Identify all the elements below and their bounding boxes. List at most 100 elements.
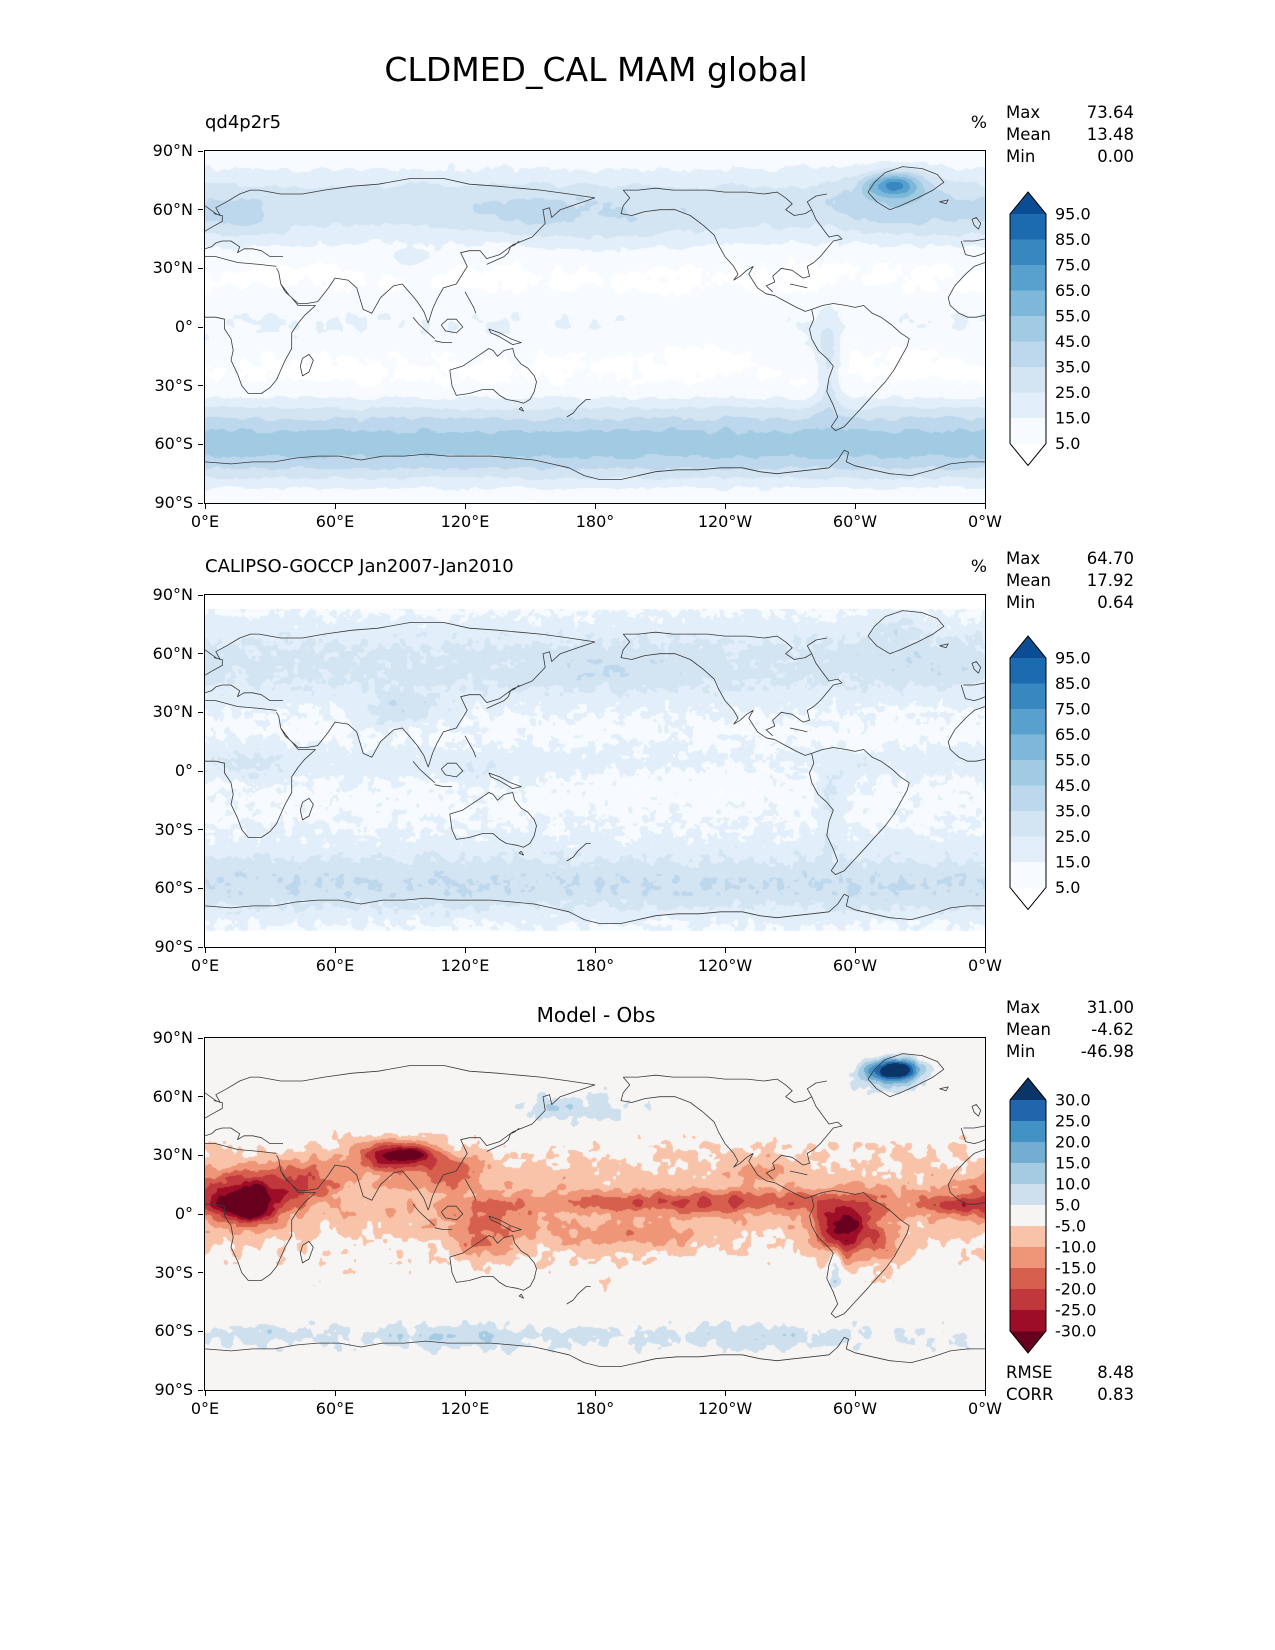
y-axis-tick-label: 60°N (152, 199, 193, 219)
stat-max-value: 31.00 (1086, 998, 1134, 1017)
colorbar-tick-label: 10.0 (1055, 1175, 1091, 1194)
x-axis-tick (334, 1391, 336, 1396)
coastlines-overlay (205, 610, 985, 924)
colorbar-tick-label: 75.0 (1055, 700, 1091, 719)
x-axis-tick-label: 60°W (832, 512, 878, 531)
x-axis-tick-label: 60°W (832, 1399, 878, 1418)
colorbar-tick-label: 55.0 (1055, 751, 1091, 770)
x-axis-tick (464, 1391, 466, 1396)
stat-min-label: Min (1006, 1042, 1036, 1061)
y-axis-tick-label: 30°S (154, 1262, 193, 1282)
y-axis-tick-label: 30°S (154, 375, 193, 395)
x-axis-tick-label: 180° (575, 1399, 615, 1418)
stat-mean-value: -4.62 (1091, 1020, 1134, 1039)
colorbar-tick-label: 85.0 (1055, 674, 1091, 693)
colorbar-segment (1010, 367, 1046, 393)
metric-corr-label: CORR (1006, 1385, 1054, 1404)
y-axis-tick (198, 209, 203, 211)
colorbar-segment (1010, 683, 1046, 710)
metrics-block: RMSE 8.48 CORR 0.83 (1006, 1362, 1134, 1406)
metric-rmse: RMSE 8.48 (1006, 1362, 1134, 1384)
y-axis-tick (198, 1213, 203, 1215)
colorbar-difference: 30.0 25.0 20.0 15.0 10.0 5.0 -5.0 -10.0 -15.0 -20… (1009, 1077, 1096, 1354)
stat-mean: Mean -4.62 (1006, 1019, 1134, 1041)
colorbar-segment (1010, 290, 1046, 317)
colorbar-segment (1010, 1205, 1046, 1227)
stat-min-value: -46.98 (1080, 1042, 1134, 1061)
metric-rmse-value: 8.48 (1097, 1363, 1134, 1382)
colorbar-segment (1010, 1121, 1046, 1143)
x-axis-tick-label: 0°E (190, 1399, 220, 1418)
y-axis-tick (198, 326, 203, 328)
colorbar-tick-label: 55.0 (1055, 307, 1091, 326)
colorbar-segment (1010, 811, 1046, 837)
y-axis-tick (198, 1389, 203, 1391)
x-axis-tick-label: 120°W (697, 956, 753, 975)
coastlines-overlay (205, 1053, 985, 1367)
y-axis-tick-label: 60°S (154, 1321, 193, 1341)
coastline-path (205, 610, 985, 924)
x-axis-tick (464, 948, 466, 953)
stat-mean-label: Mean (1006, 571, 1051, 590)
y-axis-tick-label: 90°S (154, 937, 193, 956)
map-canvas-obs (205, 595, 985, 947)
colorbar-obs: 95.0 85.0 75.0 65.0 55.0 45.0 35.0 25.0 15.0 5.0 (1009, 635, 1091, 911)
y-axis-tick (198, 946, 203, 948)
stat-min: Min -46.98 (1006, 1041, 1134, 1063)
colorbar-tick-label: 15.0 (1055, 409, 1091, 428)
map-canvas-difference (205, 1038, 985, 1390)
x-axis-tick (204, 948, 206, 953)
stat-min: Min 0.64 (1006, 592, 1134, 614)
colorbar-tick-label: 5.0 (1055, 434, 1080, 453)
x-axis-tick (334, 948, 336, 953)
x-axis-tick-label: 60°E (315, 1399, 355, 1418)
colorbar-tick-label: 25.0 (1055, 383, 1091, 402)
stats-block-difference: Max 31.00 Mean -4.62 Min -46.98 (1006, 997, 1134, 1063)
colorbar-extend-bottom (1010, 443, 1046, 466)
x-axis-tick-label: 180° (575, 956, 615, 975)
colorbar-tick-label: 85.0 (1055, 230, 1091, 249)
colorbar-segment (1010, 392, 1046, 419)
stat-min-label: Min (1006, 593, 1036, 612)
colorbar-segment (1010, 214, 1046, 240)
colorbar-tick-label: 75.0 (1055, 256, 1091, 275)
colorbar-segment (1010, 734, 1046, 761)
x-axis-tick-label: 60°W (832, 956, 878, 975)
y-axis-tick (198, 1330, 203, 1332)
x-axis-tick-label: 120°E (440, 1399, 490, 1418)
x-axis-tick (724, 504, 726, 509)
stat-max: Max 31.00 (1006, 997, 1134, 1019)
colorbar-segment (1010, 1247, 1046, 1269)
x-axis-tick (984, 1391, 986, 1396)
y-axis-tick-label: 30°N (152, 258, 193, 278)
stat-mean-label: Mean (1006, 125, 1051, 144)
x-axis-tick (984, 504, 986, 509)
colorbar-extend-top (1010, 1078, 1046, 1100)
panel-obs-header: CALIPSO-GOCCP Jan2007-Jan2010 % (205, 556, 987, 577)
colorbar-segment (1010, 862, 1046, 888)
colorbar-segment (1010, 239, 1046, 266)
y-axis-tick (198, 653, 203, 655)
colorbar-tick-label: 5.0 (1055, 878, 1080, 897)
x-axis-tick-label: 0°E (190, 512, 220, 531)
stat-max-label: Max (1006, 103, 1041, 122)
colorbar-tick-label: 5.0 (1055, 1196, 1080, 1215)
y-axis-tick-label: 90°N (152, 1028, 193, 1047)
y-axis-tick (198, 1037, 203, 1039)
stat-max-value: 73.64 (1086, 103, 1134, 122)
colorbar-tick-label: -5.0 (1055, 1217, 1086, 1236)
x-axis-tick-label: 60°E (315, 956, 355, 975)
coastline-path (205, 1053, 985, 1367)
colorbar-segment (1010, 1184, 1046, 1206)
panel-obs-units-label: % (970, 557, 987, 577)
figure-title: CLDMED_CAL MAM global (384, 50, 808, 89)
y-axis-tick (198, 502, 203, 504)
x-axis-tick (984, 948, 986, 953)
y-axis-tick (198, 770, 203, 772)
y-axis-tick-label: 30°S (154, 819, 193, 839)
colorbar-segment (1010, 341, 1046, 368)
x-axis-tick-label: 0°W (968, 956, 1002, 975)
colorbar-outline (1009, 191, 1047, 467)
y-axis-tick-label: 60°N (152, 1086, 193, 1106)
stat-mean: Mean 17.92 (1006, 570, 1134, 592)
